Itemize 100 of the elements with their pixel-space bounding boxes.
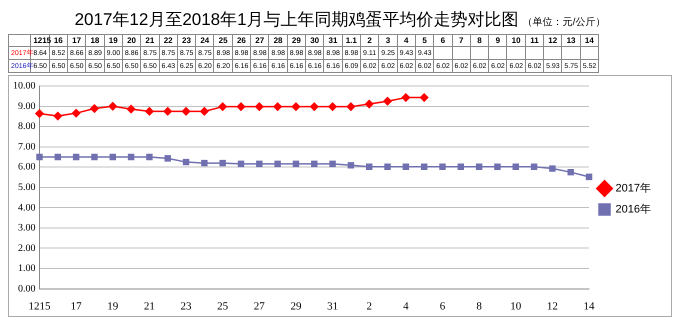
point [292, 160, 300, 168]
point [35, 109, 44, 118]
point [366, 163, 372, 170]
point [36, 154, 43, 160]
point [364, 100, 374, 108]
x-tick-label: 8 [470, 34, 489, 46]
point [420, 163, 428, 170]
point [402, 163, 410, 170]
point [311, 160, 318, 168]
point [182, 107, 190, 116]
x-tick-label: 29 [287, 34, 306, 46]
category-label: 17 [70, 300, 82, 312]
category-label: 31 [327, 300, 338, 312]
point [512, 163, 519, 170]
point [586, 174, 592, 180]
point [91, 154, 98, 160]
point [146, 154, 153, 160]
point [549, 165, 556, 172]
x-tick-label: 3 [378, 34, 398, 46]
y-tick-label: 1.00 [18, 263, 36, 274]
category-label: 25 [217, 300, 228, 312]
y-tick-label: 0.00 [18, 283, 36, 294]
x-tick-label: 4 [397, 34, 416, 46]
point [348, 162, 354, 169]
category-label: 27 [254, 300, 265, 312]
point [458, 163, 464, 170]
x-tick-label: 22 [159, 34, 178, 46]
point [310, 102, 319, 111]
point [90, 104, 99, 113]
point [439, 163, 446, 170]
x-tick-label: 27 [250, 34, 269, 46]
point [72, 154, 80, 160]
point [494, 163, 501, 170]
category-label: 10 [510, 300, 522, 312]
category-label: 21 [144, 300, 155, 312]
point [329, 160, 336, 168]
x-tick-label: 11 [525, 34, 544, 46]
x-tick-label: 30 [306, 34, 324, 46]
x-tick-label: 5 [415, 34, 434, 46]
x-tick-label: 23 [177, 34, 196, 46]
point [567, 168, 574, 176]
x-tick-label: 1215 [30, 34, 52, 46]
x-tick-label: 12 [544, 34, 562, 46]
x-tick-label: 13 [562, 34, 580, 46]
x-tick-label: 17 [67, 34, 86, 46]
point [110, 154, 116, 160]
x-tick-label: 18 [86, 34, 104, 46]
category-label: 19 [107, 300, 118, 312]
y-tick-label: 10.00 [13, 80, 36, 92]
point [164, 155, 171, 162]
y-tick-label: 4.00 [18, 202, 36, 214]
point [200, 107, 209, 116]
x-tick-label: 9 [488, 34, 507, 46]
point [108, 102, 118, 111]
point [54, 112, 62, 120]
category-label: 8 [476, 300, 482, 312]
point [145, 107, 154, 116]
y-tick-label: 2.00 [18, 242, 36, 254]
x-tick-label: 19 [104, 34, 122, 46]
x-tick-label: 21 [140, 34, 160, 46]
x-tick-label: 7 [452, 34, 470, 46]
category-label: 1215 [28, 300, 50, 312]
legend-label: 2017年 [616, 182, 652, 195]
point [201, 160, 208, 166]
y-tick-label: 3.00 [18, 222, 36, 234]
x-tick-label: 26 [232, 34, 251, 46]
point [218, 102, 227, 111]
x-tick-label: 25 [214, 34, 232, 46]
point [182, 158, 190, 166]
point [256, 160, 263, 168]
point [420, 93, 428, 102]
point [255, 102, 264, 111]
x-tick-label: 31 [324, 34, 342, 46]
x-tick-label: 1.1 [342, 34, 360, 46]
point [273, 102, 282, 111]
y-tick-label: 8.00 [18, 121, 36, 132]
y-tick-label: 6.00 [18, 162, 36, 173]
point [292, 102, 300, 111]
category-label: 6 [440, 300, 446, 312]
x-tick-label: 6 [434, 34, 452, 46]
point [530, 163, 538, 170]
point [126, 104, 136, 114]
point [328, 102, 337, 111]
x-tick-label: 14 [580, 34, 599, 46]
point [219, 160, 226, 166]
point [54, 154, 62, 160]
point [384, 163, 391, 170]
point [274, 160, 281, 168]
y-tick-label: 9.00 [18, 100, 36, 112]
category-label: 23 [180, 300, 192, 312]
category-label: 12 [546, 300, 558, 312]
y-tick-label: 7.00 [18, 141, 36, 152]
point [128, 154, 134, 160]
category-label: 14 [584, 300, 595, 312]
point [476, 163, 482, 170]
point [238, 160, 244, 168]
point [72, 108, 80, 118]
point [163, 107, 172, 116]
point [346, 102, 356, 111]
chart-title: 2017年12月至2018年1月与上年同期鸡蛋平均价走势对比图 [74, 10, 519, 29]
